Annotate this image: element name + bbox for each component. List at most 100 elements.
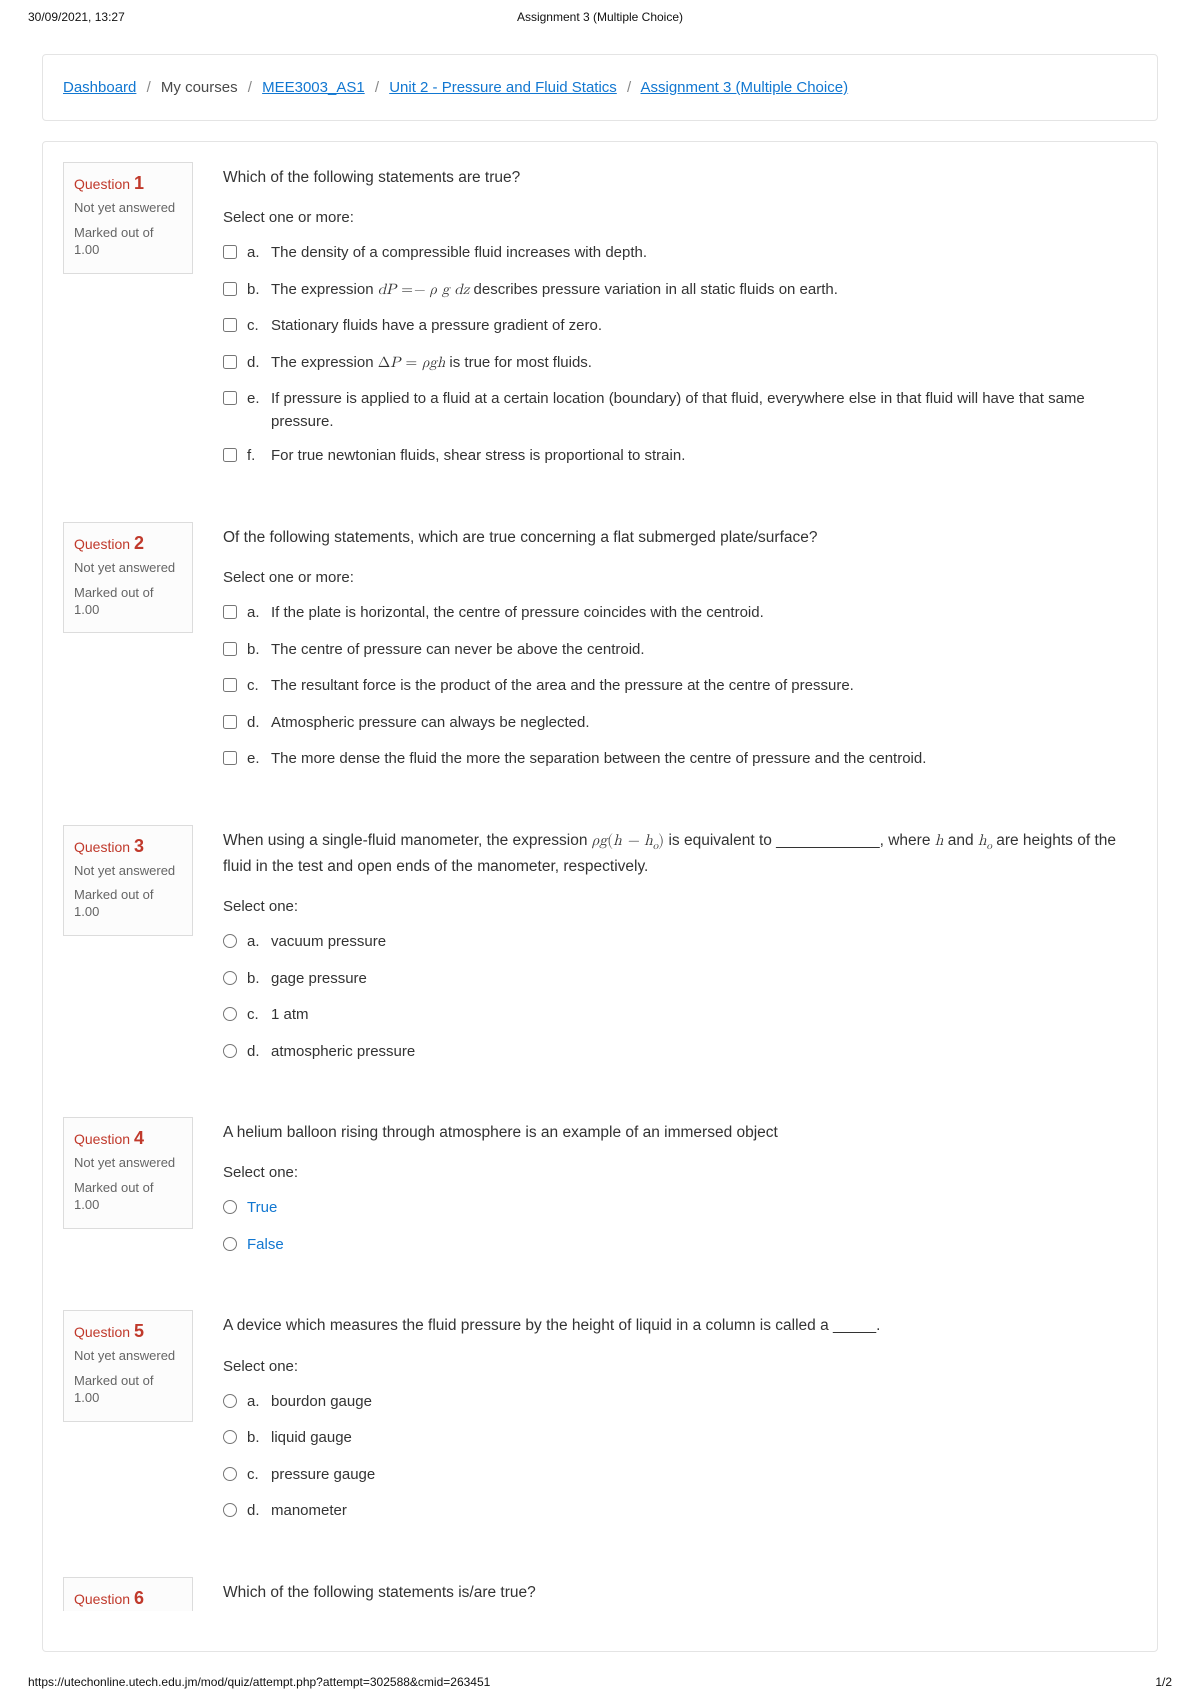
option-letter: c. [247, 1004, 271, 1027]
question-content: Of the following statements, which are t… [223, 522, 1137, 779]
question-number: 5 [134, 1321, 144, 1341]
option-row: d. manometer [223, 1494, 1137, 1531]
breadcrumb-course-link[interactable]: MEE3003_AS1 [262, 79, 365, 96]
option-letter: c. [247, 1464, 271, 1487]
question-label: Question 3 [74, 836, 182, 857]
option-text: 1 atm [271, 1004, 1137, 1027]
question-number: 1 [134, 173, 144, 193]
question-mark: Marked out of 1.00 [74, 585, 182, 619]
breadcrumb-sep: / [147, 79, 151, 96]
option-row: d. Atmospheric pressure can always be ne… [223, 706, 1137, 743]
option-radio[interactable] [223, 1044, 237, 1058]
question-stem: A device which measures the fluid pressu… [223, 1314, 1137, 1337]
breadcrumb-sep: / [375, 79, 379, 96]
breadcrumb-dashboard-link[interactable]: Dashboard [63, 79, 136, 96]
option-text: The expression dP =− ρ g dz describes pr… [271, 279, 1137, 302]
question-word: Question [74, 1591, 130, 1607]
question-status: Not yet answered [74, 863, 182, 880]
option-letter: c. [247, 675, 271, 698]
question-6-partial: Question 6 Which of the following statem… [63, 1577, 1137, 1611]
math-var: h [935, 834, 944, 849]
breadcrumb-card: Dashboard / My courses / MEE3003_AS1 / U… [42, 54, 1158, 121]
option-row: a. vacuum pressure [223, 925, 1137, 962]
option-checkbox[interactable] [223, 678, 237, 692]
question-5: Question 5 Not yet answered Marked out o… [63, 1310, 1137, 1530]
question-label: Question 6 [74, 1588, 182, 1609]
select-label: Select one or more: [223, 569, 1137, 586]
option-letter: a. [247, 242, 271, 265]
option-radio[interactable] [223, 1007, 237, 1021]
option-radio[interactable] [223, 934, 237, 948]
option-checkbox[interactable] [223, 448, 237, 462]
option-text: atmospheric pressure [271, 1041, 1137, 1064]
option-text: Atmospheric pressure can always be negle… [271, 712, 1137, 735]
print-footer: https://utechonline.utech.edu.jm/mod/qui… [0, 1675, 1200, 1689]
question-mark: Marked out of 1.00 [74, 225, 182, 259]
option-row: d. atmospheric pressure [223, 1035, 1137, 1072]
breadcrumb-sep: / [627, 79, 631, 96]
option-letter: e. [247, 388, 271, 411]
option-text: vacuum pressure [271, 931, 1137, 954]
option-letter: b. [247, 968, 271, 991]
option-row: e. If pressure is applied to a fluid at … [223, 382, 1137, 439]
option-checkbox[interactable] [223, 605, 237, 619]
question-number: 2 [134, 533, 144, 553]
option-radio[interactable] [223, 1200, 237, 1214]
option-radio[interactable] [223, 1503, 237, 1517]
question-info-box: Question 3 Not yet answered Marked out o… [63, 825, 193, 937]
option-row: False [223, 1228, 1137, 1265]
select-label: Select one: [223, 1164, 1137, 1181]
option-radio[interactable] [223, 971, 237, 985]
option-text: pressure gauge [271, 1464, 1137, 1487]
option-letter: a. [247, 1391, 271, 1414]
question-stem: A helium balloon rising through atmosphe… [223, 1121, 1137, 1144]
question-stem: Of the following statements, which are t… [223, 526, 1137, 549]
breadcrumb: Dashboard / My courses / MEE3003_AS1 / U… [43, 55, 1157, 120]
question-mark: Marked out of 1.00 [74, 1180, 182, 1214]
breadcrumb-assignment-link[interactable]: Assignment 3 (Multiple Choice) [640, 79, 848, 96]
option-text: If pressure is applied to a fluid at a c… [271, 388, 1137, 433]
option-row: b. liquid gauge [223, 1421, 1137, 1458]
option-checkbox[interactable] [223, 282, 237, 296]
option-letter: a. [247, 931, 271, 954]
print-datetime: 30/09/2021, 13:27 [28, 10, 125, 24]
option-checkbox[interactable] [223, 391, 237, 405]
option-text: bourdon gauge [271, 1391, 1137, 1414]
option-letter: b. [247, 1427, 271, 1450]
option-checkbox[interactable] [223, 642, 237, 656]
option-letter: d. [247, 712, 271, 735]
option-checkbox[interactable] [223, 318, 237, 332]
option-text: True [247, 1197, 1137, 1220]
question-label: Question 4 [74, 1128, 182, 1149]
question-stem: When using a single-fluid manometer, the… [223, 829, 1137, 879]
option-radio[interactable] [223, 1430, 237, 1444]
question-word: Question [74, 176, 130, 192]
question-info-box: Question 1 Not yet answered Marked out o… [63, 162, 193, 274]
option-radio[interactable] [223, 1467, 237, 1481]
option-checkbox[interactable] [223, 751, 237, 765]
print-url: https://utechonline.utech.edu.jm/mod/qui… [28, 1675, 490, 1689]
option-row: a. bourdon gauge [223, 1385, 1137, 1422]
option-text: For true newtonian fluids, shear stress … [271, 445, 1137, 468]
question-content: A device which measures the fluid pressu… [223, 1310, 1137, 1530]
option-row: e. The more dense the fluid the more the… [223, 742, 1137, 779]
question-status: Not yet answered [74, 200, 182, 217]
option-row: b. gage pressure [223, 962, 1137, 999]
breadcrumb-unit-link[interactable]: Unit 2 - Pressure and Fluid Statics [389, 79, 617, 96]
print-header: 30/09/2021, 13:27 Assignment 3 (Multiple… [0, 0, 1200, 54]
question-stem: Which of the following statements is/are… [223, 1581, 1137, 1604]
option-checkbox[interactable] [223, 355, 237, 369]
question-label: Question 2 [74, 533, 182, 554]
option-checkbox[interactable] [223, 245, 237, 259]
option-text-post: describes pressure variation in all stat… [469, 281, 838, 298]
option-radio[interactable] [223, 1394, 237, 1408]
option-letter: b. [247, 279, 271, 302]
question-word: Question [74, 536, 130, 552]
option-checkbox[interactable] [223, 715, 237, 729]
option-text-post: is true for most fluids. [445, 354, 592, 371]
question-3: Question 3 Not yet answered Marked out o… [63, 825, 1137, 1072]
option-letter: b. [247, 639, 271, 662]
option-radio[interactable] [223, 1237, 237, 1251]
page: 30/09/2021, 13:27 Assignment 3 (Multiple… [0, 0, 1200, 1697]
question-content: When using a single-fluid manometer, the… [223, 825, 1137, 1072]
